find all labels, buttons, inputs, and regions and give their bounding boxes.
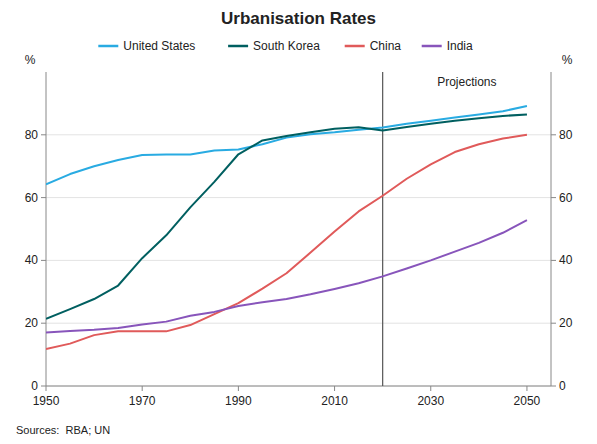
y2-tick-label: 40 [559,253,573,267]
y-tick [41,197,46,198]
y2-tick [551,260,556,261]
grid [46,135,551,386]
grid-line [46,323,551,324]
y2-tick [551,323,556,324]
x-axis [46,386,551,387]
legend-entry: China [370,39,402,53]
y-axis-label: % [25,53,36,67]
x-tick [526,386,527,391]
legend-entry: United States [123,39,195,53]
y2-axis [551,72,552,386]
legend-entry: South Korea [253,39,320,53]
legend-swatch [98,45,118,48]
y2-tick-label: 80 [559,128,573,142]
y2-tick-label: 20 [559,316,573,330]
divider [382,72,383,386]
y-axis [46,72,47,386]
series-line [46,135,527,349]
series-line [46,114,527,318]
x-tick [430,386,431,391]
y-tick-label: 40 [25,253,39,267]
y2-tick-label: 0 [559,379,566,393]
series-line [46,220,527,332]
legend-swatch [422,45,442,48]
y-tick [41,260,46,261]
x-tick-label: 2010 [321,394,348,408]
source: Sources: RBA; UN [16,424,110,436]
plot-area [46,72,527,386]
y2-axis-label: % [562,53,573,67]
y-tick-label: 0 [31,379,38,393]
title: Urbanisation Rates [221,9,376,28]
x-tick-label: 2030 [417,394,444,408]
y-tick [41,323,46,324]
y-tick-label: 60 [25,191,39,205]
x-tick [334,386,335,391]
x-tick [238,386,239,391]
background [0,0,597,444]
x-tick-label: 1970 [129,394,156,408]
grid-line [46,197,551,198]
x-tick [142,386,143,391]
y2-tick [551,386,556,387]
y2-tick-label: 60 [559,191,573,205]
grid-line [46,260,551,261]
legend-swatch [345,45,365,48]
divider-label: Projections [437,75,496,89]
y-tick [41,386,46,387]
x-tick-label: 2050 [514,394,541,408]
x-tick-label: 1950 [33,394,60,408]
y2-tick [551,197,556,198]
legend-swatch [228,45,248,48]
grid-line [46,386,551,387]
x-tick-label: 1990 [225,394,252,408]
y2-tick [551,134,556,135]
y-tick [41,134,46,135]
series-line [46,106,527,185]
x-tick [46,386,47,391]
legend: United States South Korea China India [98,39,473,53]
y-tick-label: 80 [25,128,39,142]
y-tick-label: 20 [25,316,39,330]
chart: Urbanisation Rates United States South Kor… [0,0,597,444]
legend-entry: India [447,39,473,53]
